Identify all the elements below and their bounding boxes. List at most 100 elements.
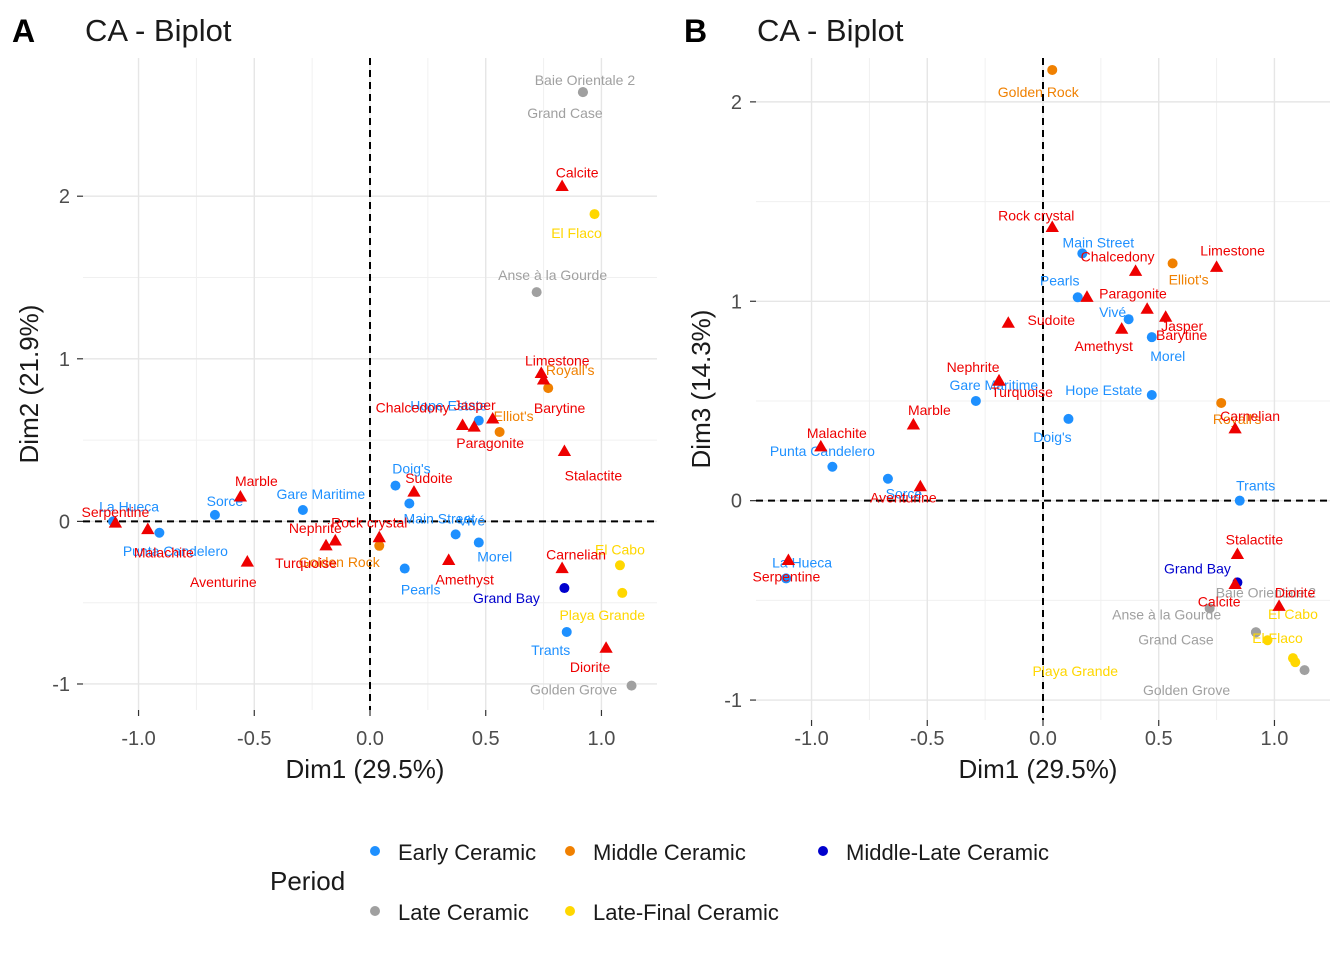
site-label: Golden Grove xyxy=(530,682,617,698)
site-label: Playa Grande xyxy=(559,607,645,623)
y-tick-label: 0 xyxy=(59,511,70,533)
artefact-label: Aventurine xyxy=(190,574,257,590)
y-axis-label: Dim3 (14.3%) xyxy=(686,310,716,469)
site-point xyxy=(561,626,572,637)
site-label: Grand Bay xyxy=(473,590,540,606)
artefact-point xyxy=(233,490,248,502)
site-point xyxy=(531,287,542,298)
legend-item: Late Ceramic xyxy=(370,900,529,925)
site-label: Main Street xyxy=(404,511,476,527)
y-tick-label: 2 xyxy=(731,92,742,114)
artefact-label: Jasper xyxy=(454,397,496,413)
site-label: Elliot's xyxy=(1169,271,1209,287)
artefact-label: Barytine xyxy=(1156,327,1208,343)
artefact-point xyxy=(814,439,828,452)
site-label: Morel xyxy=(1150,348,1185,364)
site-point xyxy=(1290,657,1301,668)
legend-label: Middle Ceramic xyxy=(593,840,746,865)
legend-item: Late-Final Ceramic xyxy=(565,900,779,925)
artefact-label: Limestone xyxy=(525,352,590,368)
site-point xyxy=(1063,413,1074,424)
artefact-label: Carnelian xyxy=(1220,408,1280,424)
artefact-point xyxy=(442,553,456,565)
artefact-label: Serpentine xyxy=(753,568,821,584)
site-point xyxy=(1204,603,1215,614)
legend-title: Period xyxy=(270,866,345,896)
artefact-point xyxy=(240,555,254,567)
artefact-point xyxy=(486,411,500,424)
artefact-label: Marble xyxy=(908,402,951,418)
site-label: Royall's xyxy=(546,362,595,378)
artefact-label: Chalcedony xyxy=(376,399,450,415)
artefact-point xyxy=(1228,577,1242,589)
site-label: Trants xyxy=(1236,478,1275,494)
artefact-point xyxy=(1209,260,1224,272)
x-tick-label: 1.0 xyxy=(588,728,616,750)
site-point xyxy=(1167,258,1178,269)
y-axis-label: Dim2 (21.9%) xyxy=(14,305,44,464)
artefact-point xyxy=(1272,599,1286,611)
site-label: Golden Grove xyxy=(1143,682,1230,698)
site-label: Anse à la Gourde xyxy=(1112,606,1221,622)
panel-b: B CA - Biplot -1.0 -0.5 0.0 0.5 1.0 -1 0 1 2 Dim1… xyxy=(684,13,1330,784)
site-label: Royall's xyxy=(1213,411,1262,427)
site-label: Main Street xyxy=(1063,234,1135,250)
artefact-point xyxy=(1230,547,1245,560)
site-point xyxy=(559,583,570,594)
site-label: El Cabo xyxy=(595,541,645,557)
artefact-point xyxy=(108,516,123,528)
legend-swatch xyxy=(370,846,380,856)
artefact-label: Amethyst xyxy=(436,571,494,587)
site-label: Gare Maritime xyxy=(277,486,366,502)
artefact-label: Paragonite xyxy=(456,435,524,451)
artefact-point xyxy=(555,561,569,574)
artefact-point xyxy=(1159,310,1173,322)
artefact-point xyxy=(555,179,569,191)
artefact-point xyxy=(372,530,386,543)
artefact-label: Diorite xyxy=(1275,584,1316,600)
x-tick-label: 0.0 xyxy=(1029,728,1057,750)
artefact-label: Nephrite xyxy=(947,359,1000,375)
site-point xyxy=(970,395,981,406)
site-point xyxy=(617,587,628,598)
artefact-label: Stalactite xyxy=(565,467,623,483)
site-point xyxy=(473,537,484,548)
site-label: Trants xyxy=(531,642,570,658)
artefact-label: Sudoite xyxy=(405,470,453,486)
artefact-point xyxy=(599,641,613,653)
site-point xyxy=(404,498,415,509)
legend-label: Late-Final Ceramic xyxy=(593,900,779,925)
site-label: Grand Case xyxy=(527,105,603,121)
panel-a: A CA - Biplot -1.0 -0.5 0.0 0.5 1.0 -1 0 1 2 Dim1… xyxy=(12,13,657,784)
legend-item: Early Ceramic xyxy=(370,840,536,865)
site-point xyxy=(577,87,588,98)
artefact-label: Malachite xyxy=(134,545,194,561)
x-tick-label: 0.5 xyxy=(1145,728,1173,750)
legend-swatch xyxy=(565,846,575,856)
y-tick-label: -1 xyxy=(724,690,742,712)
artefact-label: Paragonite xyxy=(1099,285,1167,301)
site-label: Doig's xyxy=(392,461,430,477)
site-label: Hope Estate xyxy=(1065,382,1142,398)
legend-label: Middle-Late Ceramic xyxy=(846,840,1049,865)
artefact-label: Rock crystal xyxy=(998,207,1074,223)
site-label: Doig's xyxy=(1033,429,1071,445)
artefact-label: Turquoise xyxy=(991,384,1053,400)
artefact-label: Stalactite xyxy=(1226,532,1284,548)
legend-swatch xyxy=(370,906,380,916)
site-point xyxy=(209,509,220,520)
artefact-label: Nephrite xyxy=(289,520,342,536)
site-label: Elliot's xyxy=(494,408,534,424)
panel-b-title: CA - Biplot xyxy=(757,13,904,48)
artefact-point xyxy=(319,538,333,551)
panel-b-tag: B xyxy=(684,13,707,49)
artefact-point xyxy=(455,418,470,431)
site-point xyxy=(1262,635,1273,646)
site-point xyxy=(473,415,484,426)
x-tick-label: 0.5 xyxy=(472,728,500,750)
artefact-point xyxy=(1045,220,1059,233)
site-label: Morel xyxy=(477,549,512,565)
site-point xyxy=(390,480,401,491)
legend-item: Middle Ceramic xyxy=(565,840,746,865)
site-label: Grand Case xyxy=(1138,631,1214,647)
